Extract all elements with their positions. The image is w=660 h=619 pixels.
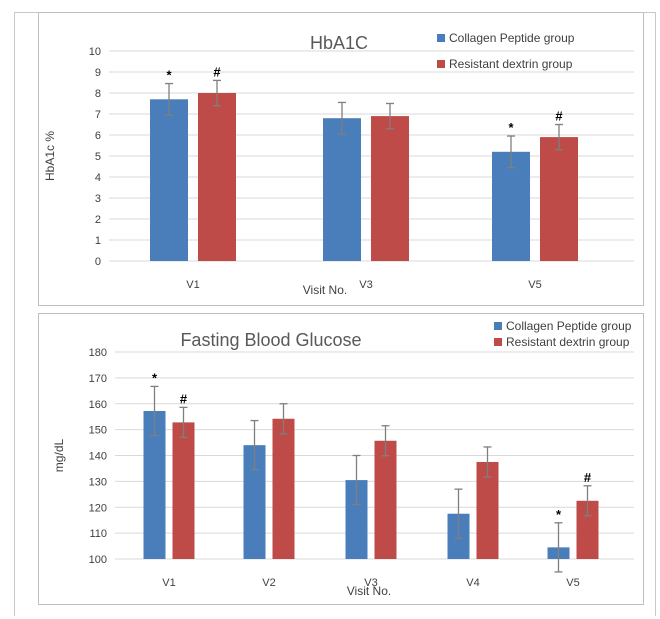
x-category-label: V1 [186,279,199,291]
bar [345,480,368,559]
y-tick-label: 120 [89,502,107,514]
legend-swatch [437,34,445,42]
bar [323,118,361,261]
y-tick-label: 5 [95,151,101,163]
x-category-label: V3 [359,279,372,291]
bar [272,418,295,559]
hba1c-chart: 0 1 2 3 4 5 6 7 8 9 10 * * # # V1 V3 V5 HbA1C Visit No. HbA1… [43,31,634,297]
significance-marker: # [555,109,563,124]
y-tick-label: 100 [89,554,107,566]
y-tick-label: 7 [95,109,101,121]
y-tick-label: 3 [95,193,101,205]
fbg-chart-panel: 100 110 120 130 140 150 160 170 180 * * # # V1 V2 V3 V4 V… [38,313,644,605]
significance-marker: * [152,370,158,385]
bar [540,137,578,261]
bar [150,99,188,261]
legend-swatch [494,322,502,330]
y-tick-label: 9 [95,67,101,79]
x-axis-label: Visit No. [347,584,391,598]
chart-title: Fasting Blood Glucose [180,330,361,350]
y-tick-label: 140 [89,451,107,463]
legend-label: Resistant dextrin group [506,335,630,349]
significance-marker: * [556,507,562,522]
y-tick-label: 130 [89,476,107,488]
bar [172,422,195,559]
y-tick-label: 6 [95,130,101,142]
legend-swatch [494,338,502,346]
bar [476,461,499,559]
x-category-label: V3 [364,577,377,589]
x-category-label: V1 [162,577,175,589]
y-tick-label: 180 [89,347,107,359]
significance-marker: # [213,64,221,79]
y-tick-label: 150 [89,425,107,437]
y-tick-label: 4 [95,172,101,184]
x-category-label: V2 [262,577,275,589]
y-axis-label: HbA1c % [43,131,57,181]
bar [143,410,166,559]
y-tick-label: 110 [89,528,107,540]
significance-marker: * [508,120,514,135]
bar [371,116,409,261]
legend-label: Resistant dextrin group [449,57,573,71]
x-category-label: V5 [566,577,579,589]
y-tick-label: 0 [95,256,101,268]
x-category-label: V4 [466,577,479,589]
x-category-label: V5 [528,279,541,291]
significance-marker: # [584,470,592,485]
y-tick-label: 10 [89,46,101,58]
y-tick-label: 160 [89,399,107,411]
y-axis-label: mg/dL [52,439,66,473]
legend-swatch [437,60,445,68]
fbg-chart: 100 110 120 130 140 150 160 170 180 * * # # V1 V2 V3 V4 V… [52,319,634,598]
significance-marker: * [166,68,172,83]
significance-marker: # [180,391,188,406]
chart-title: HbA1C [310,33,368,53]
legend-label: Collagen Peptide group [449,31,575,45]
y-tick-label: 2 [95,214,101,226]
hba1c-chart-panel: 0 1 2 3 4 5 6 7 8 9 10 * * # # V1 V3 V5 HbA1C Visit No. HbA1… [38,12,644,306]
bar [198,93,236,261]
y-tick-label: 1 [95,235,101,247]
y-tick-label: 8 [95,88,101,100]
y-tick-label: 170 [89,373,107,385]
bar [576,500,599,559]
bar [243,445,266,559]
bar [492,151,530,261]
bar [374,440,397,559]
x-axis-label: Visit No. [303,283,347,297]
legend-label: Collagen Peptide group [506,319,632,333]
